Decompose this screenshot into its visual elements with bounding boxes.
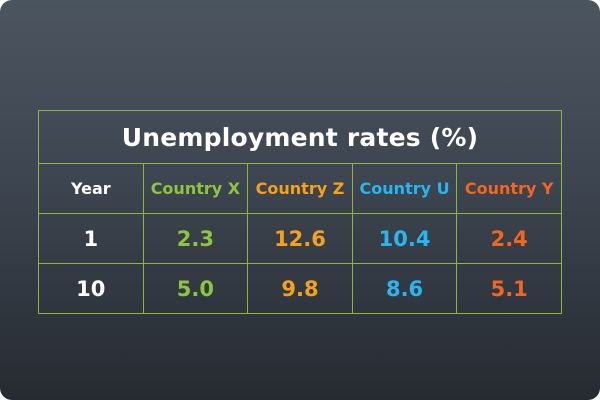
- unemployment-table: Unemployment rates (%) Year Country X Co…: [38, 110, 562, 314]
- cell-country-u: 8.6: [351, 263, 458, 314]
- table-title-row: Unemployment rates (%): [38, 110, 562, 164]
- column-header-country-z: Country Z: [247, 163, 353, 214]
- cell-country-y: 5.1: [456, 263, 562, 314]
- cell-country-x: 5.0: [142, 263, 249, 314]
- column-header-country-y: Country Y: [456, 163, 562, 214]
- column-header-country-x: Country X: [142, 163, 249, 214]
- column-header-year: Year: [38, 163, 144, 214]
- table-row: 1 2.3 12.6 10.4 2.4: [38, 213, 562, 264]
- cell-year: 1: [38, 213, 144, 264]
- table-title: Unemployment rates (%): [38, 110, 562, 164]
- cell-country-z: 12.6: [247, 213, 353, 264]
- header-row: Year Country X Country Z Country U Count…: [38, 163, 562, 214]
- cell-country-z: 9.8: [247, 263, 353, 314]
- column-header-country-u: Country U: [351, 163, 458, 214]
- table-row: 10 5.0 9.8 8.6 5.1: [38, 263, 562, 314]
- cell-country-y: 2.4: [456, 213, 562, 264]
- cell-country-x: 2.3: [142, 213, 249, 264]
- cell-year: 10: [38, 263, 144, 314]
- cell-country-u: 10.4: [351, 213, 458, 264]
